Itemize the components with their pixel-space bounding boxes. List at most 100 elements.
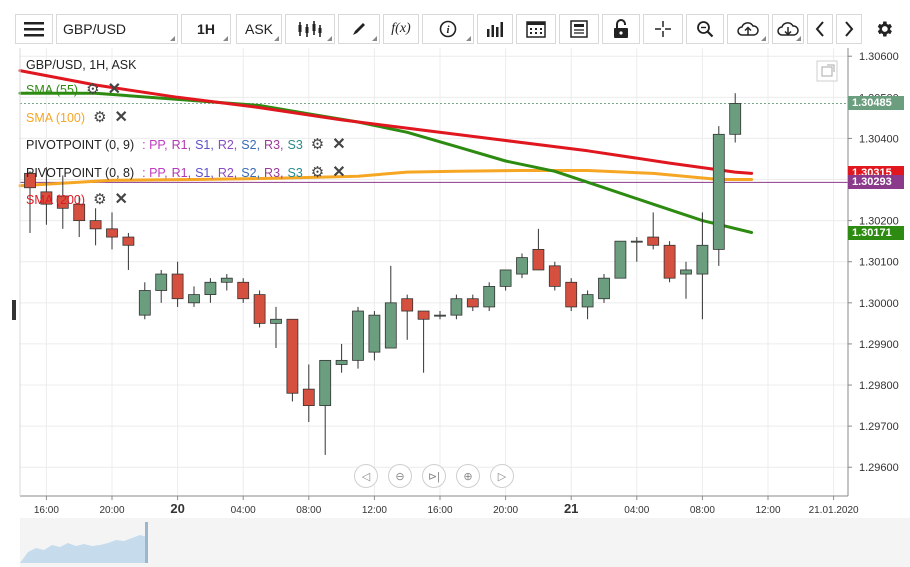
candle-body: [138, 290, 151, 316]
pivot1-remove-icon[interactable]: ✕: [332, 136, 346, 153]
candle-body: [614, 240, 627, 279]
sma200-label: SMA (200): [26, 193, 86, 207]
candle-down: [302, 364, 315, 423]
news-button[interactable]: [559, 14, 599, 44]
legend-sma200-row[interactable]: SMA (200) ⚙ ✕: [26, 192, 128, 208]
sma200-line: [18, 69, 754, 175]
calendar-icon: [526, 21, 546, 38]
symbol-label: GBP/USD: [63, 21, 127, 37]
candle-down: [56, 175, 69, 229]
magnifier-icon: [697, 21, 714, 38]
candle-body: [352, 310, 364, 361]
sma100-settings-icon[interactable]: ⚙: [93, 109, 107, 126]
expand-icon: [821, 64, 835, 77]
pivot2-remove-icon[interactable]: ✕: [332, 164, 346, 181]
candle-up: [155, 269, 168, 303]
candle-up: [450, 294, 463, 320]
info-button[interactable]: i: [422, 14, 474, 44]
y-tick-label: 1.30200: [859, 216, 899, 228]
download-button[interactable]: [772, 14, 804, 44]
x-tick-label: 16:00: [427, 505, 452, 516]
draw-tool-button[interactable]: [338, 14, 380, 44]
price-type-select[interactable]: ASK: [236, 14, 282, 44]
reset-icon: ⊳|: [427, 470, 441, 483]
candle-body: [122, 236, 135, 246]
triangle-right-icon: ▷: [497, 470, 507, 483]
candle-body: [516, 257, 528, 275]
pivot1-s1: S1,: [195, 138, 214, 152]
legend-sma55-row[interactable]: SMA (55) ⚙ ✕: [26, 82, 121, 98]
chevron-right-icon: [845, 21, 854, 37]
sma200-settings-icon[interactable]: ⚙: [93, 191, 107, 208]
dropdown-corner-icon: [274, 36, 279, 41]
dropdown-corner-icon: [170, 36, 175, 41]
candle-body: [40, 191, 53, 205]
sma55-remove-icon[interactable]: ✕: [107, 81, 121, 98]
panel-resize-handle[interactable]: [12, 300, 16, 320]
candle-up: [384, 265, 397, 349]
candle-body: [302, 388, 315, 406]
candle-down: [401, 294, 414, 340]
navigator-series: [20, 535, 147, 563]
navigator-handle[interactable]: [145, 522, 148, 563]
bar-chart-icon: [487, 22, 503, 37]
scroll-back-button[interactable]: ◁: [354, 464, 378, 488]
x-tick-label: 08:00: [690, 505, 715, 516]
candle-down: [286, 318, 299, 402]
menu-button[interactable]: [15, 14, 53, 44]
legend-sma100-row[interactable]: SMA (100) ⚙ ✕: [26, 110, 128, 126]
calendar-button[interactable]: [516, 14, 556, 44]
candle-body: [630, 240, 643, 243]
scroll-forward-button[interactable]: ▷: [490, 464, 514, 488]
candle-down: [565, 278, 578, 312]
legend-pivot1-row[interactable]: PIVOTPOINT (0, 9) : PP, R1, S1, R2, S2, …: [26, 137, 346, 153]
y-tick-label: 1.30100: [859, 257, 899, 269]
zoom-out-button[interactable]: ⊖: [388, 464, 412, 488]
function-label: f(x): [391, 21, 411, 36]
y-tick-label: 1.29600: [859, 462, 899, 474]
sma55-settings-icon[interactable]: ⚙: [86, 81, 100, 98]
scroll-right-button[interactable]: [836, 14, 862, 44]
y-tick-label: 1.29800: [859, 380, 899, 392]
candle-body: [384, 302, 397, 349]
pivot2-s2: S2,: [241, 166, 261, 180]
pivot1-pp: : PP,: [142, 138, 168, 152]
plot-area: [20, 48, 848, 496]
chart-type-button[interactable]: [285, 14, 335, 44]
dropdown-corner-icon: [796, 36, 801, 41]
x-tick-label: 08:00: [296, 505, 321, 516]
candle-up: [483, 282, 496, 312]
function-button[interactable]: f(x): [383, 14, 419, 44]
zoom-in-button[interactable]: ⊕: [456, 464, 480, 488]
gear-icon: [877, 21, 892, 37]
reset-view-button[interactable]: ⊳|: [422, 464, 446, 488]
zoom-button[interactable]: [686, 14, 724, 44]
pivot1-settings-icon[interactable]: ⚙: [310, 136, 325, 153]
zoom-out-icon: ⊖: [395, 470, 405, 483]
legend-pivot2-row[interactable]: PIVOTPOINT (0, 8) : PP, R1, S1, R2, S2, …: [26, 165, 346, 181]
candle-up: [319, 359, 332, 455]
candle-down: [122, 232, 135, 270]
candle-body: [237, 281, 250, 300]
x-tick-label: 21.01.2020: [809, 505, 859, 516]
interval-select[interactable]: 1H: [181, 14, 231, 44]
candle-body: [401, 298, 414, 312]
navigator-panel[interactable]: [20, 518, 910, 567]
pivot1-s3: S3: [287, 138, 303, 152]
sma200-remove-icon[interactable]: ✕: [114, 191, 128, 208]
lock-button[interactable]: [602, 14, 640, 44]
crosshair-button[interactable]: [643, 14, 683, 44]
candle-down: [40, 167, 53, 225]
pivot2-settings-icon[interactable]: ⚙: [310, 164, 325, 181]
candle-up: [729, 93, 742, 143]
volume-button[interactable]: [477, 14, 513, 44]
candle-up: [188, 286, 200, 307]
candle-body: [56, 195, 69, 209]
symbol-select[interactable]: GBP/USD: [56, 14, 178, 44]
sma100-remove-icon[interactable]: ✕: [114, 109, 128, 126]
upload-button[interactable]: [727, 14, 769, 44]
settings-button[interactable]: [868, 14, 900, 44]
scroll-left-button[interactable]: [807, 14, 833, 44]
candle-down: [171, 261, 184, 307]
